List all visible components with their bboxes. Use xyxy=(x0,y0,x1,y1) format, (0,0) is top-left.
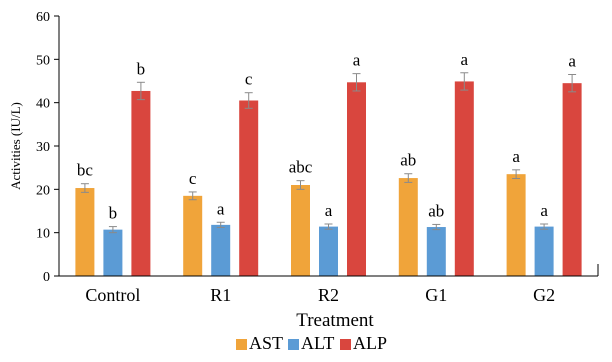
significance-letter: bc xyxy=(77,161,94,180)
significance-letter: c xyxy=(245,70,253,89)
y-tick-label: 40 xyxy=(36,97,50,112)
significance-letter: ab xyxy=(400,151,416,170)
bar-alt xyxy=(103,229,123,276)
significance-letter: b xyxy=(109,204,118,223)
bar-ast xyxy=(506,174,526,276)
significance-letter: a xyxy=(217,199,225,218)
legend: AST ALT ALP xyxy=(236,333,387,353)
bar-alp xyxy=(239,100,259,276)
significance-letter: b xyxy=(137,59,146,78)
significance-letter: a xyxy=(461,50,469,69)
significance-letter: a xyxy=(512,147,520,166)
significance-letter: a xyxy=(353,51,361,70)
x-tick-label: G2 xyxy=(533,285,555,305)
y-tick-label: 0 xyxy=(43,270,50,285)
y-tick-label: 50 xyxy=(36,53,50,68)
y-tick-label: 20 xyxy=(36,183,50,198)
legend-label-alt: ALT xyxy=(301,333,334,353)
y-tick-label: 10 xyxy=(36,227,50,242)
legend-swatch-alt xyxy=(288,339,299,350)
bar-alp xyxy=(131,90,151,276)
significance-letter: ab xyxy=(428,201,444,220)
significance-letter: abc xyxy=(289,158,313,177)
x-tick-label: R1 xyxy=(210,285,231,305)
y-axis-title: Activities (IU/L) xyxy=(8,102,23,190)
significance-letter: a xyxy=(568,52,576,71)
significance-letter: c xyxy=(189,169,197,188)
legend-swatch-alp xyxy=(340,339,351,350)
bar-ast xyxy=(398,178,418,276)
bar-ast xyxy=(183,195,203,276)
bar-alp xyxy=(347,82,366,276)
legend-swatch-ast xyxy=(236,339,247,350)
significance-letter: a xyxy=(325,201,333,220)
y-tick-label: 30 xyxy=(36,140,50,155)
legend-label-ast: AST xyxy=(249,333,283,353)
x-tick-label: R2 xyxy=(318,285,339,305)
bar-alt xyxy=(211,224,231,276)
bar-ast xyxy=(75,188,95,276)
bar-alp xyxy=(562,83,582,277)
bar-alp xyxy=(454,81,474,276)
x-tick-label: G1 xyxy=(425,285,447,305)
bar-alt xyxy=(426,227,446,276)
bar-alt xyxy=(319,226,338,276)
legend-label-alp: ALP xyxy=(353,333,387,353)
plot-area: 0 10 20 30 40 50 60 bc b b Control c a c R1 abc a a R2 ab ab… xyxy=(36,10,582,305)
x-tick-label: Control xyxy=(85,285,140,305)
bar-alt xyxy=(534,226,554,276)
y-tick-label: 60 xyxy=(36,10,50,25)
x-axis-title: Treatment xyxy=(296,310,374,331)
bar-ast xyxy=(291,185,310,276)
significance-letter: a xyxy=(540,201,548,220)
